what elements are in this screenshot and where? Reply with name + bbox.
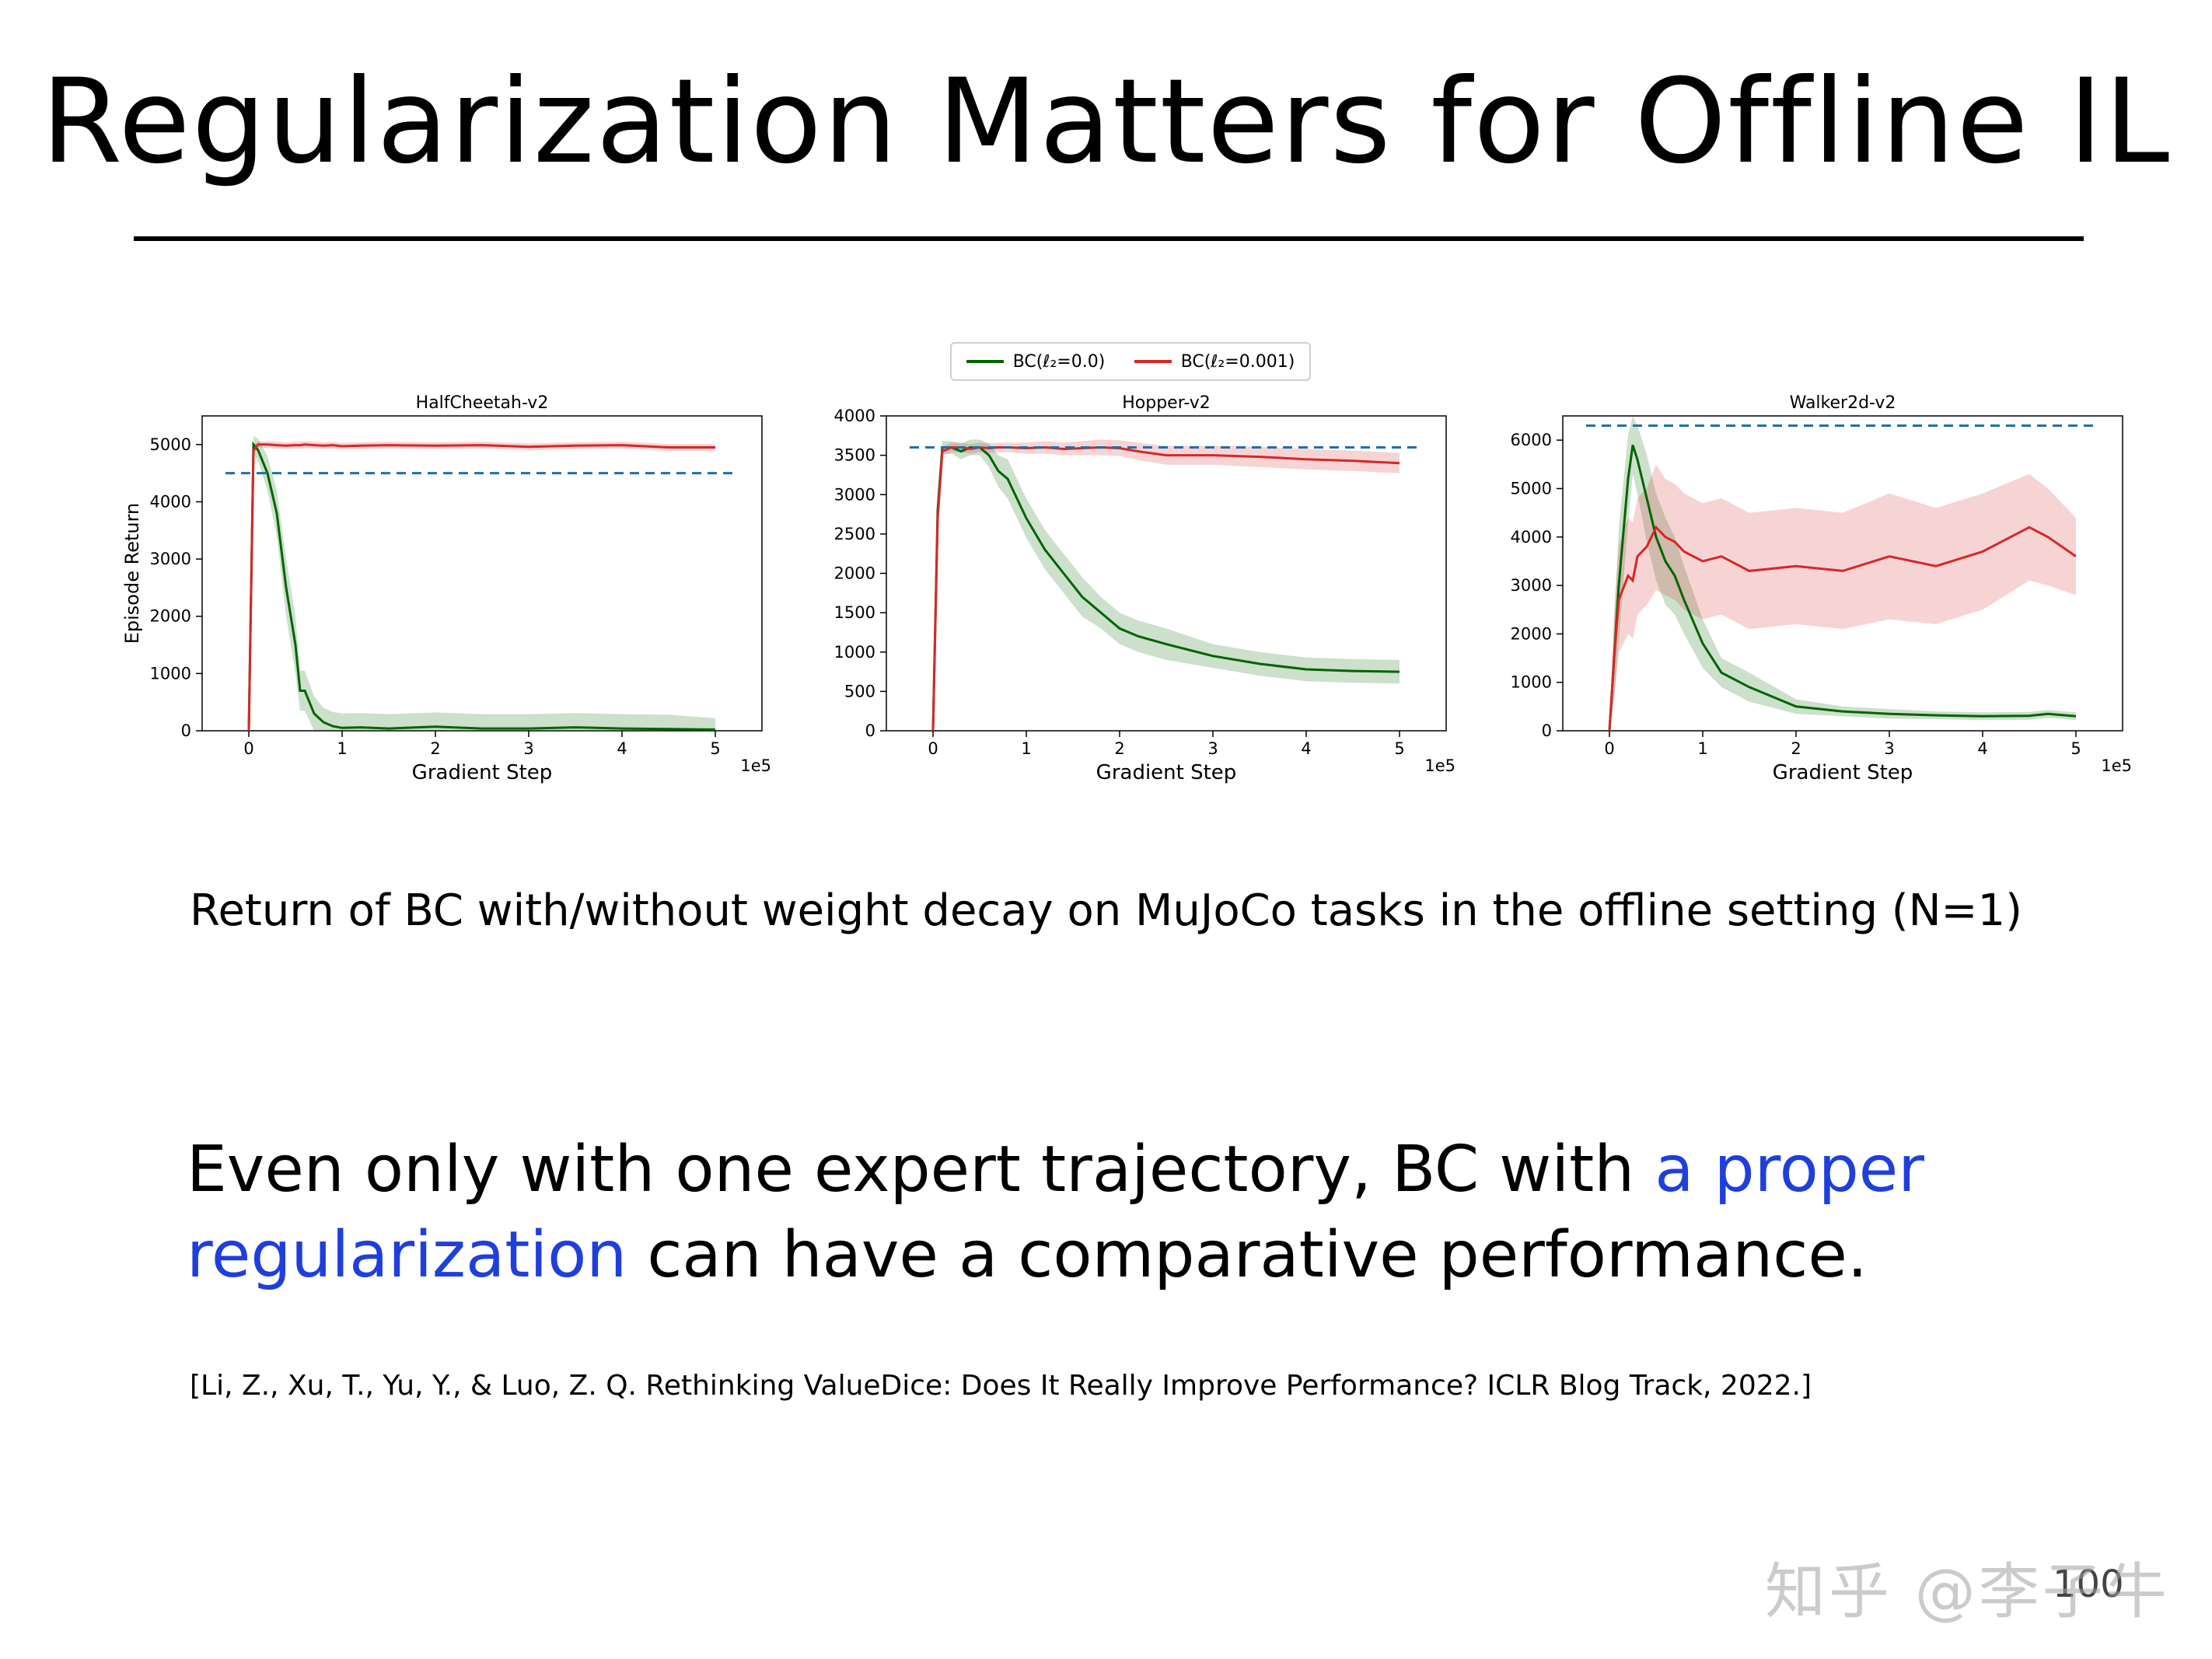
y-tick-label: 5000 xyxy=(150,435,191,454)
legend-swatch xyxy=(966,360,1004,363)
watermark: 知乎 @李子牛 xyxy=(1765,1557,2170,1627)
x-tick-label: 1 xyxy=(1021,739,1031,758)
y-tick-label: 3500 xyxy=(834,446,875,465)
y-tick-label: 1000 xyxy=(150,664,191,683)
series-line xyxy=(1608,444,2077,732)
figure-caption: Return of BC with/without weight decay o… xyxy=(190,885,2022,936)
x-axis-multiplier: 1e5 xyxy=(740,756,771,775)
y-tick-label: 0 xyxy=(181,721,191,740)
x-tick-label: 5 xyxy=(1394,739,1404,758)
x-tick-label: 2 xyxy=(430,739,440,758)
y-tick-label: 4000 xyxy=(1511,528,1552,547)
y-tick-label: 1000 xyxy=(834,643,875,662)
title-divider xyxy=(134,236,2084,241)
y-tick-label: 3000 xyxy=(150,550,191,568)
x-tick-label: 2 xyxy=(1114,739,1124,758)
y-tick-label: 3000 xyxy=(834,485,875,504)
chart-halfcheetah: HalfCheetah-v2 0 1000 2000 3000 4000 5000 0 1 2 3 4… xyxy=(117,389,785,793)
body-text-part: Even only with one expert trajectory, BC… xyxy=(187,1133,1655,1207)
x-tick-label: 3 xyxy=(523,739,533,758)
x-tick-label: 0 xyxy=(243,739,253,758)
x-tick-label: 1 xyxy=(337,739,347,758)
body-statement: Even only with one expert trajectory, BC… xyxy=(187,1127,2053,1298)
chart-walker2d: Walker2d-v2 0 1000 2000 3000 4000 5000 6000 0 1 2 3… xyxy=(1477,389,2146,793)
y-tick-label: 2000 xyxy=(1511,624,1552,643)
plot-frame xyxy=(1562,415,2123,732)
x-tick-label: 2 xyxy=(1791,739,1801,758)
series-line xyxy=(1608,525,2077,732)
chart-hopper: Hopper-v2 0 500 1000 1500 2000 2500 3000 3500 400… xyxy=(801,389,1469,793)
series-band xyxy=(249,435,715,731)
y-tick-label: 500 xyxy=(844,682,875,700)
y-tick-label: 1000 xyxy=(1511,673,1552,692)
x-axis-label: Gradient Step xyxy=(412,761,553,784)
x-tick-label: 5 xyxy=(710,739,720,758)
y-tick-label: 4000 xyxy=(834,407,875,425)
series-line xyxy=(247,443,715,732)
legend-swatch xyxy=(1134,360,1172,363)
slide-title: Regularization Matters for Offline IL xyxy=(40,54,2172,190)
y-tick-label: 1500 xyxy=(834,603,875,622)
x-tick-label: 4 xyxy=(1301,739,1311,758)
chart-walker2d-svg: Walker2d-v2 0 1000 2000 3000 4000 5000 6000 0 1 2 3… xyxy=(1511,393,2132,784)
chart-hopper-svg: Hopper-v2 0 500 1000 1500 2000 2500 3000 3500 400… xyxy=(834,393,1455,784)
x-tick-label: 4 xyxy=(617,739,627,758)
plot-frame xyxy=(201,415,763,732)
legend-label: BC(ℓ₂=0.001) xyxy=(1180,351,1295,372)
y-tick-label: 3000 xyxy=(1511,576,1552,595)
x-axis-multiplier: 1e5 xyxy=(1424,756,1455,775)
chart-title: HalfCheetah-v2 xyxy=(416,393,549,413)
legend-item-bc-no-decay: BC(ℓ₂=0.0) xyxy=(966,351,1106,372)
x-tick-label: 4 xyxy=(1977,739,1987,758)
y-tick-label: 5000 xyxy=(1511,479,1552,498)
body-text-part: can have a comparative performance. xyxy=(627,1218,1868,1292)
x-tick-label: 0 xyxy=(1604,739,1614,758)
x-tick-label: 3 xyxy=(1207,739,1218,758)
series-line xyxy=(247,441,716,732)
legend-item-bc-decay: BC(ℓ₂=0.001) xyxy=(1134,352,1295,372)
y-tick-label: 4000 xyxy=(150,492,191,511)
series-line xyxy=(931,446,1400,732)
chart-halfcheetah-svg: HalfCheetah-v2 0 1000 2000 3000 4000 5000 0 1 2 3 4… xyxy=(121,393,771,784)
y-tick-label: 2000 xyxy=(834,564,875,583)
x-axis-multiplier: 1e5 xyxy=(2101,756,2132,775)
x-tick-label: 0 xyxy=(928,739,938,758)
citation: [Li, Z., Xu, T., Yu, Y., & Luo, Z. Q. Re… xyxy=(190,1370,1812,1402)
series-band xyxy=(933,439,1400,731)
x-axis-label: Gradient Step xyxy=(1773,761,1913,784)
y-tick-label: 0 xyxy=(865,721,875,740)
y-tick-label: 2000 xyxy=(150,607,191,626)
series-band xyxy=(1609,464,2076,731)
body-highlight: regularization xyxy=(187,1218,627,1292)
chart-title: Hopper-v2 xyxy=(1122,393,1210,413)
x-axis-label: Gradient Step xyxy=(1096,761,1237,784)
y-tick-label: 6000 xyxy=(1511,431,1552,449)
x-tick-label: 3 xyxy=(1884,739,1894,758)
page-number: 100 xyxy=(2053,1563,2124,1606)
y-tick-label: 0 xyxy=(1542,721,1552,740)
y-axis-label: Episode Return xyxy=(121,503,143,644)
series-band xyxy=(249,441,715,731)
x-tick-label: 1 xyxy=(1697,739,1707,758)
series-band xyxy=(933,439,1400,731)
chart-title: Walker2d-v2 xyxy=(1790,393,1896,413)
x-tick-label: 5 xyxy=(2070,739,2081,758)
y-tick-label: 2500 xyxy=(834,525,875,543)
body-highlight: a proper xyxy=(1655,1133,1924,1207)
chart-legend: BC(ℓ₂=0.0) BC(ℓ₂=0.001) xyxy=(950,342,1311,381)
legend-label: BC(ℓ₂=0.0) xyxy=(1012,351,1106,372)
